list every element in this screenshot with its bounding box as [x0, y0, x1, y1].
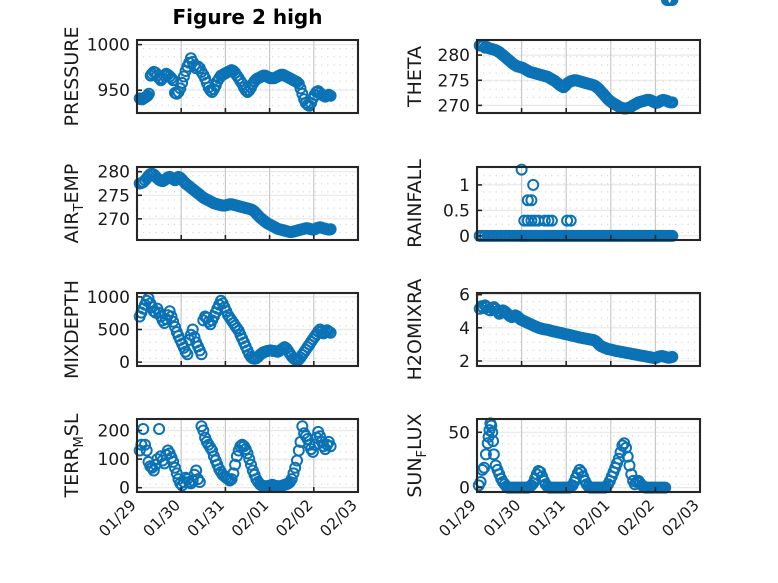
axis-box	[135, 38, 360, 115]
subplot-air_temp: 270 275 280 AIRTEMP	[61, 163, 360, 244]
figure-title: Figure 2 high	[173, 5, 323, 29]
axis-box	[475, 291, 702, 368]
y-tick-label: 275	[438, 71, 470, 91]
x-tick-label: 01/29	[436, 496, 480, 540]
y-tick-label: 4	[459, 319, 470, 339]
x-tick-label: 01/31	[184, 496, 228, 540]
y-tick-label: 950	[98, 81, 130, 101]
subplot-theta: 270 275 280 THETA	[404, 38, 702, 116]
subplot-h2omixra: 2 4 6 H2OMIXRA	[404, 279, 702, 381]
x-tick-label: 01/29	[96, 496, 140, 540]
axis-box	[135, 417, 360, 494]
x-tick-label: 02/02	[272, 496, 316, 540]
y-tick-label: 270	[438, 96, 470, 116]
y-axis-label: TERRMSL	[61, 413, 87, 498]
subplot-terr_msl: 010020001/2901/3001/3102/0102/0202/03Tim…	[61, 413, 361, 540]
subplot-rainfall: 0 0.5 1 RAINFALL	[404, 159, 702, 248]
plot-background	[477, 167, 700, 240]
x-tick-label: 02/03	[317, 496, 361, 540]
data-markers	[473, 39, 679, 115]
x-tick-label: 02/02	[614, 496, 658, 540]
minor-grid	[483, 301, 695, 359]
x-tick-label: 02/01	[228, 496, 272, 540]
y-axis-label: MIXDEPTH	[61, 280, 83, 379]
y-tick-label: 200	[98, 422, 130, 442]
y-tick-label: 0.5	[443, 201, 470, 221]
y-tick-label: 0	[459, 479, 470, 499]
data-markers	[133, 52, 337, 112]
y-tick-label: 280	[98, 163, 130, 183]
x-tick-label: 02/01	[569, 496, 613, 540]
y-tick-label: 500	[98, 321, 130, 341]
y-axis-label: AIRTEMP	[61, 164, 87, 244]
y-tick-label: 275	[98, 186, 130, 206]
data-markers	[133, 167, 337, 238]
y-tick-label: 100	[98, 450, 130, 470]
y-tick-label: 280	[438, 46, 470, 66]
y-tick-label: 1	[459, 176, 470, 196]
y-tick-label: 2	[459, 352, 470, 372]
x-tick-label: 01/31	[525, 496, 569, 540]
y-tick-label: 50	[448, 423, 470, 443]
y-tick-label: 270	[98, 210, 130, 230]
x-tick-label: 01/30	[140, 496, 184, 540]
y-tick-label: 1000	[87, 36, 130, 56]
data-markers	[133, 420, 337, 493]
axis-box	[475, 38, 702, 115]
y-tick-label: 0	[459, 227, 470, 247]
y-axis-label: H2OMIXRA	[404, 279, 426, 381]
data-markers	[473, 299, 679, 364]
minor-grid	[483, 175, 695, 233]
y-axis-label: PRESSURE	[61, 27, 83, 127]
data-markers	[133, 292, 337, 367]
axis-box	[475, 165, 702, 242]
axis-box	[135, 165, 360, 242]
y-tick-label: 0	[119, 353, 130, 373]
y-tick-label: 1000	[87, 288, 130, 308]
x-tick-label: 01/30	[480, 496, 524, 540]
axis-box	[475, 417, 702, 494]
y-axis-label: RAINFALL	[404, 159, 426, 248]
y-tick-label: 0	[119, 479, 130, 499]
x-tick-label: 02/03	[659, 496, 703, 540]
y-axis-label: THETA	[404, 46, 426, 108]
y-axis-label: SUNFLUX	[404, 413, 430, 497]
y-tick-label: 6	[459, 286, 470, 306]
